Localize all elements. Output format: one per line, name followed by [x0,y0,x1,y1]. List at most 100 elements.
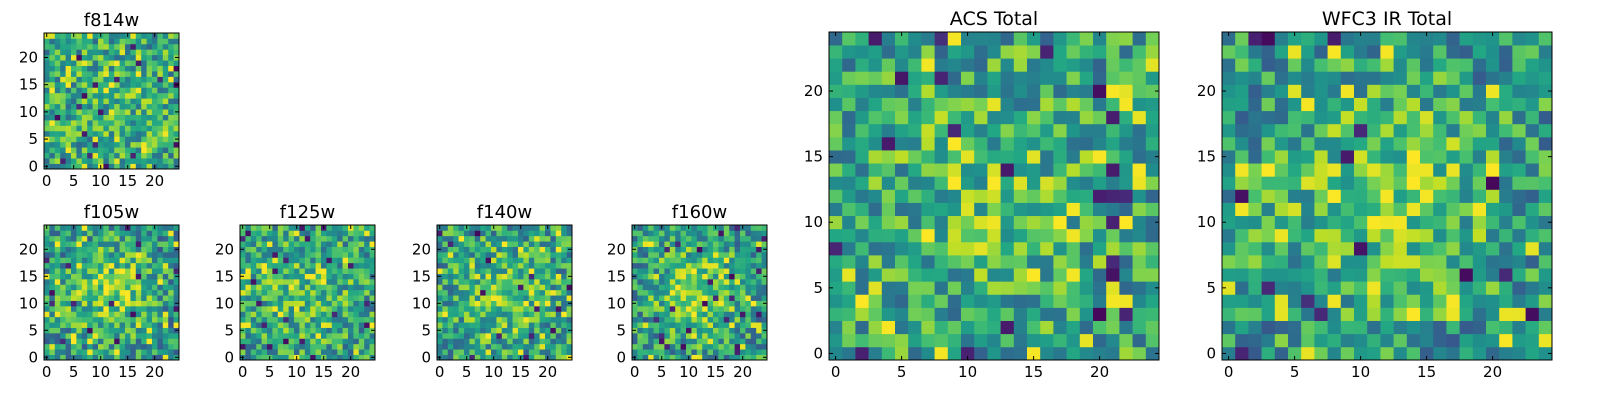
heatmap-cell [669,333,676,339]
heatmap-cell [103,246,110,253]
heatmap-cell [680,354,687,361]
heatmap-cell [1420,32,1434,46]
heatmap-cell [829,255,843,269]
heatmap-cell [1446,346,1460,361]
heatmap-cell [114,306,120,312]
heatmap-cell [458,354,465,361]
heatmap-cell [1354,32,1368,46]
heatmap-cell [1053,97,1067,112]
heatmap-cell [496,306,503,312]
heatmap-cell [447,273,454,280]
heatmap-cell [512,235,519,242]
heatmap-cell [108,338,115,345]
heatmap-cell [1446,228,1460,243]
heatmap-cell [518,284,524,291]
heatmap-cell [358,300,365,307]
heatmap-cell [331,343,338,350]
heatmap-cell [653,230,660,237]
heatmap-cell [761,333,768,339]
heatmap-cell [458,300,465,307]
heatmap-cell [103,327,110,334]
heatmap-cell [76,163,83,170]
heatmap-cell [135,295,142,301]
heatmap-cell [653,262,660,269]
heatmap-cell [162,322,169,328]
heatmap-cell [1301,281,1315,295]
heatmap-cell [491,241,497,247]
heatmap-cell [1301,71,1315,85]
y-tick-label: 10 [19,294,38,312]
heatmap-cell [92,49,99,56]
heatmap-cell [157,268,164,274]
heatmap-cell [696,246,703,253]
heatmap-cell [353,284,360,291]
axes-frame [43,224,180,361]
heatmap-cell [469,230,476,237]
heatmap-cell [648,246,654,253]
heatmap-cell [277,230,284,237]
heatmap-cell [1393,215,1408,230]
heatmap-cell [1393,294,1408,308]
heatmap-cell [1119,110,1133,125]
heatmap-cell [1093,202,1107,217]
heatmap-cell [65,49,72,56]
heatmap-cell [65,252,72,258]
heatmap-cell [507,262,513,269]
heatmap-cell [342,279,349,285]
heatmap-cell [1274,333,1289,348]
heatmap-cell [442,338,449,345]
heatmap-cell [961,32,975,46]
heatmap-cell [326,268,333,274]
heatmap-cell [653,279,660,285]
heatmap-cell [908,202,922,217]
heatmap-cell [87,338,93,345]
heatmap-cell [103,322,110,328]
heatmap-cell [135,125,142,132]
heatmap-cell [60,114,66,121]
heatmap-cell [491,284,497,291]
heatmap-cell [669,338,676,345]
heatmap-cell [71,98,77,105]
heatmap-cell [1314,215,1328,230]
heatmap-cell [168,289,174,296]
heatmap-cell [528,257,535,264]
heatmap-cell [908,307,922,321]
heatmap-cell [761,289,768,296]
heatmap-cell [135,230,142,237]
heatmap-cell [881,228,896,243]
heatmap-cell [1145,307,1160,321]
heatmap-cell [1145,45,1160,59]
heatmap-cell [108,311,115,318]
heatmap-cell [71,43,77,50]
heatmap-cell [518,268,524,274]
heatmap-cell [664,225,671,231]
heatmap-cell [518,262,524,269]
heatmap-cell [1093,320,1107,335]
heatmap-cell [342,225,349,231]
heatmap-cell [277,279,284,285]
heatmap-cell [512,322,519,328]
heatmap-cell [1079,268,1094,282]
heatmap-cell [686,300,692,307]
heatmap-cell [283,333,289,339]
heatmap-cell [49,130,56,137]
heatmap-cell [152,333,158,339]
heatmap-cell [92,230,99,237]
heatmap-cell [44,322,50,328]
heatmap-cell [1499,346,1513,361]
heatmap-cell [1053,241,1067,256]
heatmap-cell [637,241,644,247]
heatmap-cell [1314,97,1328,112]
heatmap-cell [87,343,93,350]
heatmap-cell [81,136,88,143]
heatmap-cell [855,84,869,98]
heatmap-cell [485,295,492,301]
heatmap-cell [1053,58,1067,72]
heatmap-cell [664,230,671,237]
heatmap-cell [868,255,883,269]
heatmap-cell [1420,320,1434,335]
heatmap-cell [842,320,856,335]
heatmap-cell [1393,346,1408,361]
heatmap-cell [1486,176,1500,190]
heatmap-cell [141,252,147,258]
